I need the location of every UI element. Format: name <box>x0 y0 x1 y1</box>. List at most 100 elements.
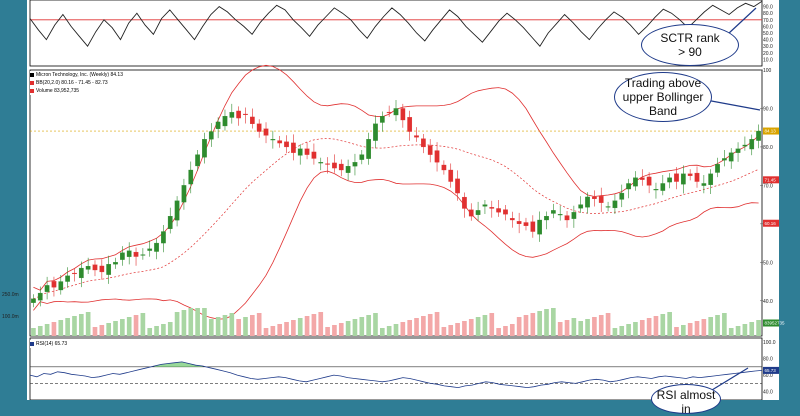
candle-body <box>564 215 570 221</box>
candle-body <box>756 130 761 141</box>
volume-bar <box>297 318 303 336</box>
volume-bar <box>564 320 570 336</box>
volume-bar <box>728 328 734 336</box>
volume-bar <box>756 320 761 336</box>
candle-body <box>373 123 378 141</box>
candle-body <box>249 116 255 124</box>
volume-bar <box>161 324 166 336</box>
volume-bar <box>263 328 269 336</box>
rsi-callout: RSI almost in <box>651 384 721 416</box>
candle-body <box>544 216 549 221</box>
sctr-callout-pointer <box>727 7 757 35</box>
volume-bar <box>106 323 111 336</box>
candle-body <box>715 164 720 173</box>
volume-bar <box>646 318 652 336</box>
rsi-badge: 65.73 <box>763 366 779 374</box>
rsi-legend-label: RSI(14) 65.73 <box>36 341 68 347</box>
volume-bar <box>468 319 474 336</box>
candle-body <box>503 209 508 215</box>
candle-body <box>236 110 241 119</box>
volume-bar <box>592 317 597 336</box>
volume-bar <box>147 328 153 336</box>
volume-bar <box>421 316 426 336</box>
candle-body <box>571 212 577 219</box>
volume-bar <box>448 325 454 336</box>
bollinger-lower-band <box>33 170 759 320</box>
volume-bar <box>133 315 139 336</box>
candle-body <box>311 151 317 159</box>
candle-body <box>421 138 426 148</box>
sctr-tick-label: 80.0 <box>763 11 773 17</box>
candle-body <box>407 117 413 132</box>
candle-body <box>366 139 371 159</box>
candle-body <box>482 204 488 207</box>
candle-body <box>496 208 501 213</box>
rsi-badge-bg <box>763 366 779 374</box>
volume-bar <box>386 326 392 336</box>
volume-bar <box>140 313 146 336</box>
volume-bar <box>277 324 283 336</box>
candle-body <box>270 139 276 141</box>
price-tick-label: 70.0 <box>763 183 773 189</box>
candle-body <box>735 148 741 153</box>
sctr-tick-label: 60.0 <box>763 24 773 30</box>
bollinger-callout-pointer <box>705 99 761 111</box>
candle-body <box>708 173 714 185</box>
volume-bar <box>441 327 447 336</box>
rsi-tick-label: 60.0 <box>763 373 773 379</box>
volume-bar <box>325 327 330 336</box>
candle-body <box>195 154 200 167</box>
volume-bar <box>742 324 748 336</box>
volume-bar <box>236 319 241 336</box>
candle-body <box>167 216 173 229</box>
rsi-line <box>29 361 763 389</box>
rsi-callout-text: RSI almost in <box>656 388 716 416</box>
candle-body <box>345 166 351 173</box>
volume-bar <box>58 320 64 336</box>
candle-body <box>448 169 454 182</box>
candle-body <box>284 141 289 148</box>
volume-bar <box>598 315 604 336</box>
candle-body <box>674 173 679 182</box>
volume-bar <box>352 319 358 336</box>
volume-bar <box>523 315 529 336</box>
volume-bar <box>202 308 207 336</box>
volume-badge: 83952735 <box>763 319 785 327</box>
volume-bar <box>455 323 460 336</box>
volume-bar <box>681 325 686 336</box>
candle-body <box>455 178 460 194</box>
volume-bar <box>188 308 194 336</box>
sctr-tick-label: 50.0 <box>763 31 773 37</box>
sctr-tick-label: 90.0 <box>763 5 773 11</box>
volume-bar <box>373 313 378 336</box>
volume-bar <box>475 317 481 336</box>
candle-body <box>414 135 419 138</box>
candle-body <box>161 231 166 244</box>
volume-bar <box>612 328 618 336</box>
bb-lower-badge-text: 60.16 <box>765 221 777 226</box>
candle-body <box>667 177 672 183</box>
candle-body <box>509 218 515 221</box>
candle-body <box>291 142 296 153</box>
volume-bar <box>51 322 57 336</box>
candle-body <box>352 162 358 167</box>
volume-bar <box>482 315 488 336</box>
volume-bar <box>462 321 467 336</box>
volume-bar <box>270 326 276 336</box>
price-tick-label: 80.0 <box>763 145 773 151</box>
candle-body <box>243 113 248 115</box>
candle-body <box>85 266 91 270</box>
volume-bar <box>65 318 70 336</box>
volume-bar <box>715 315 720 336</box>
volume-bar <box>626 324 631 336</box>
candle-body <box>51 281 57 288</box>
candle-body <box>304 148 310 155</box>
volume-bar <box>291 320 296 336</box>
candle-body <box>530 221 536 232</box>
volume-bar <box>120 319 125 336</box>
candle-body <box>537 219 543 235</box>
volume-bar <box>92 327 98 336</box>
bb-lower-badge-bg <box>763 219 779 227</box>
candle-body <box>646 176 652 186</box>
candle-body <box>701 183 707 186</box>
